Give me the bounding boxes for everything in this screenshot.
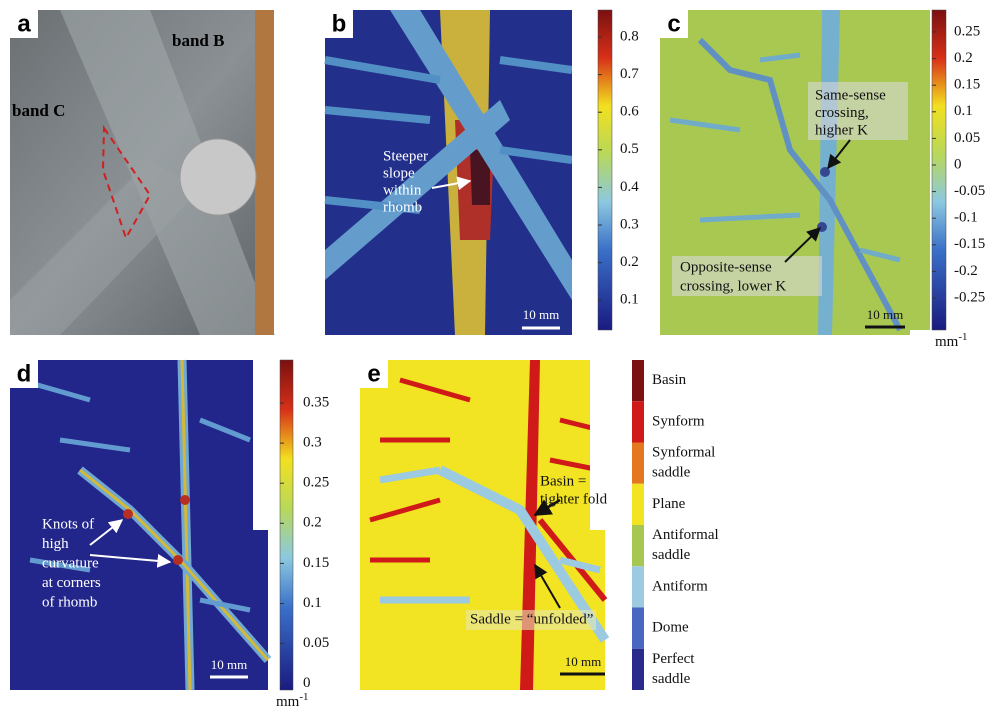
colorbar-tick-label: 0.2	[954, 50, 973, 66]
panel-label: b	[332, 10, 347, 37]
colorbar-tick-label: -0.15	[954, 236, 985, 252]
annotation-line: Same-sense	[815, 87, 886, 103]
unit-exponent: -1	[299, 691, 308, 703]
colorbar-tick-label: 0.7	[620, 66, 639, 82]
unit-base: mm	[935, 334, 959, 350]
colorbar-tick-label: 0	[303, 675, 311, 691]
annotation-line: Knots of	[42, 516, 94, 532]
figure: a band B band C b Steeperslopewithinrhom…	[0, 0, 993, 713]
colorbar	[598, 10, 612, 330]
colorbar-tick-label: 0.3	[620, 216, 639, 232]
colorbar-tick-label: 0.1	[620, 292, 639, 308]
colorbar-tick-label: 0.15	[303, 555, 329, 571]
legend-swatch	[632, 360, 644, 401]
colorbar-tick-label: 0.8	[620, 28, 639, 44]
annotation-line: of rhomb	[42, 594, 97, 610]
colorbar-tick-label: 0	[954, 156, 962, 172]
annotation-line: Basin =	[540, 473, 586, 489]
legend: Basin Synform Synformal saddle Plane Antiform…	[632, 360, 719, 690]
scale-label: 10 mm	[867, 307, 903, 322]
annotation-line: at corners	[42, 575, 101, 591]
panel-label: c	[667, 10, 680, 37]
annotation-line: within	[383, 182, 422, 198]
colorbar-tick-label: 0.2	[620, 254, 639, 270]
colorbar-tick-label: 0.6	[620, 104, 639, 120]
legend-label: Antiformal	[652, 527, 719, 543]
unit: mm-1	[276, 691, 309, 711]
scale-label: 10 mm	[211, 657, 247, 672]
colorbar-tick-label: 0.2	[303, 515, 322, 531]
legend-label: Dome	[652, 620, 689, 636]
colorbar-tick-label: 0.4	[620, 179, 639, 195]
colorbar-tick-label: -0.25	[954, 289, 985, 305]
legend-swatch	[632, 484, 644, 525]
annotation-line: Opposite-sense	[680, 259, 772, 275]
colorbar-tick-label: 0.05	[303, 635, 329, 651]
legend-swatch	[632, 443, 644, 484]
legend-label: Synformal	[652, 445, 715, 461]
annotation-line: rhomb	[383, 199, 422, 215]
legend-label: Basin	[652, 372, 687, 388]
annotation-line: curvature	[42, 555, 99, 571]
annotation-line: slope	[383, 165, 415, 181]
panel-d: d Knots of high curvature at corners of rhom…	[10, 360, 329, 710]
legend-label: saddle	[652, 465, 691, 481]
annotation: Knots of high curvature at corners of rhomb	[42, 516, 101, 610]
colorbar	[932, 10, 946, 330]
coin	[180, 139, 256, 215]
scale-label: 10 mm	[565, 654, 601, 669]
colorbar-tick-label: 0.35	[303, 394, 329, 410]
legend-swatch	[632, 525, 644, 566]
legend-label: Perfect	[652, 651, 695, 667]
legend-label: saddle	[652, 547, 691, 563]
colorbar	[280, 360, 293, 690]
colorbar-tick-label: 0.25	[303, 475, 329, 491]
legend-swatch	[632, 649, 644, 690]
annotation-line: Steeper	[383, 148, 428, 164]
panel-label: d	[17, 360, 32, 387]
colorbar-tick-label: 0.5	[620, 141, 639, 157]
colorbar-tick-label: 0.3	[303, 435, 322, 451]
wood	[255, 10, 274, 335]
legend-label: Plane	[652, 496, 686, 512]
annotation-line: crossing,	[815, 105, 869, 121]
scale-label: 10 mm	[523, 307, 559, 322]
annotation-line: higher K	[815, 122, 868, 138]
panel-label: a	[17, 10, 31, 37]
panel-a: a band B band C	[10, 10, 275, 335]
unit: mm-1	[935, 331, 968, 351]
legend-label: Synform	[652, 413, 705, 429]
colorbar-tick-label: -0.1	[954, 210, 978, 226]
annotation: band C	[12, 101, 65, 120]
colorbar-tick-label: -0.2	[954, 263, 978, 279]
colorbar-tick-label: 0.15	[954, 77, 980, 93]
colorbar-tick-label: 0.1	[954, 103, 973, 119]
colorbar-tick-label: 0.05	[954, 130, 980, 146]
legend-label: Antiform	[652, 578, 708, 594]
legend-swatch	[632, 608, 644, 649]
map	[360, 360, 605, 690]
annotation: band B	[172, 31, 224, 50]
annotation: Saddle = “unfolded”	[470, 611, 593, 627]
colorbar-tick-label: 0.25	[954, 23, 980, 39]
legend-label: saddle	[652, 671, 691, 687]
annotation-line: high	[42, 536, 69, 552]
unit-exponent: -1	[958, 331, 967, 343]
panel-e: e Basin =tighter fold Saddle = “unfolded…	[360, 360, 719, 690]
legend-swatch	[632, 566, 644, 607]
annotation-line: crossing, lower K	[680, 278, 786, 294]
legend-swatch	[632, 401, 644, 442]
colorbar-tick-label: 0.1	[303, 595, 322, 611]
unit-base: mm	[276, 694, 300, 710]
panel-label: e	[367, 360, 380, 387]
colorbar-tick-label: -0.05	[954, 183, 985, 199]
panel-c: c Same-sense crossing,higher K Opposite-s…	[660, 10, 985, 350]
